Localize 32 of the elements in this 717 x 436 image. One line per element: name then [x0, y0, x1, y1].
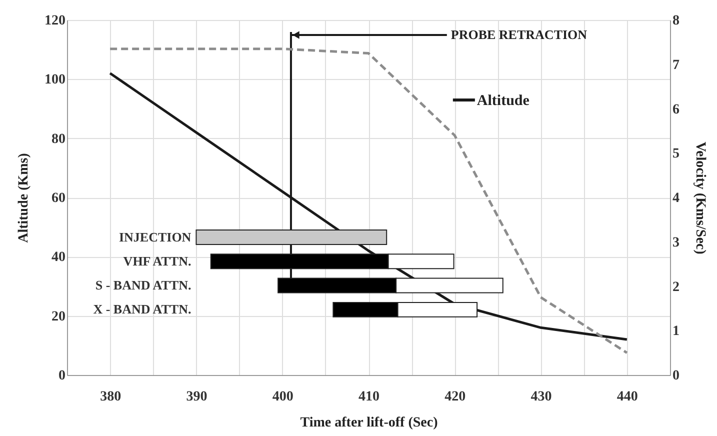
- category-label: VHF ATTN.: [123, 253, 192, 268]
- y-tick-label: 0: [58, 368, 66, 384]
- category-label: X - BAND ATTN.: [93, 302, 192, 317]
- y-tick-label: 100: [44, 72, 66, 88]
- y-tick-label: 80: [52, 132, 66, 147]
- y-tick-label: 40: [52, 250, 66, 266]
- y2-tick-label: 0: [672, 368, 680, 384]
- x-tick-label: 420: [444, 390, 466, 404]
- x-tick-label: 390: [186, 390, 208, 404]
- y2-tick-label: 2: [672, 280, 680, 295]
- y2-tick-label: 6: [672, 102, 680, 118]
- y-tick-label: 20: [52, 309, 66, 324]
- x-tick-label: 440: [616, 390, 638, 404]
- x-tick-label: 400: [272, 390, 294, 404]
- x-tick-label: 410: [358, 390, 380, 404]
- y2-axis-title: Velocity (Kms/Sec): [692, 142, 708, 255]
- ref-line-label: PROBE RETRACTION: [450, 27, 588, 42]
- legend-label: Altitude: [476, 93, 530, 109]
- y2-tick-label: 7: [672, 58, 680, 73]
- x-tick-label: 380: [100, 390, 122, 404]
- y-axis-title: Altitude (Kms): [16, 152, 32, 243]
- y-tick-label: 60: [52, 191, 66, 206]
- y2-tick-label: 8: [672, 14, 680, 28]
- category-label: S - BAND ATTN.: [95, 278, 192, 293]
- y2-tick-label: 1: [672, 324, 680, 340]
- y2-tick-label: 5: [672, 146, 680, 162]
- x-tick-label: 430: [530, 390, 552, 404]
- y2-tick-label: 3: [672, 235, 680, 250]
- y2-tick-label: 4: [672, 191, 680, 206]
- category-label: INJECTION: [118, 229, 192, 244]
- x-axis-title: Time after lift-off (Sec): [300, 416, 438, 430]
- y-tick-label: 120: [44, 14, 66, 28]
